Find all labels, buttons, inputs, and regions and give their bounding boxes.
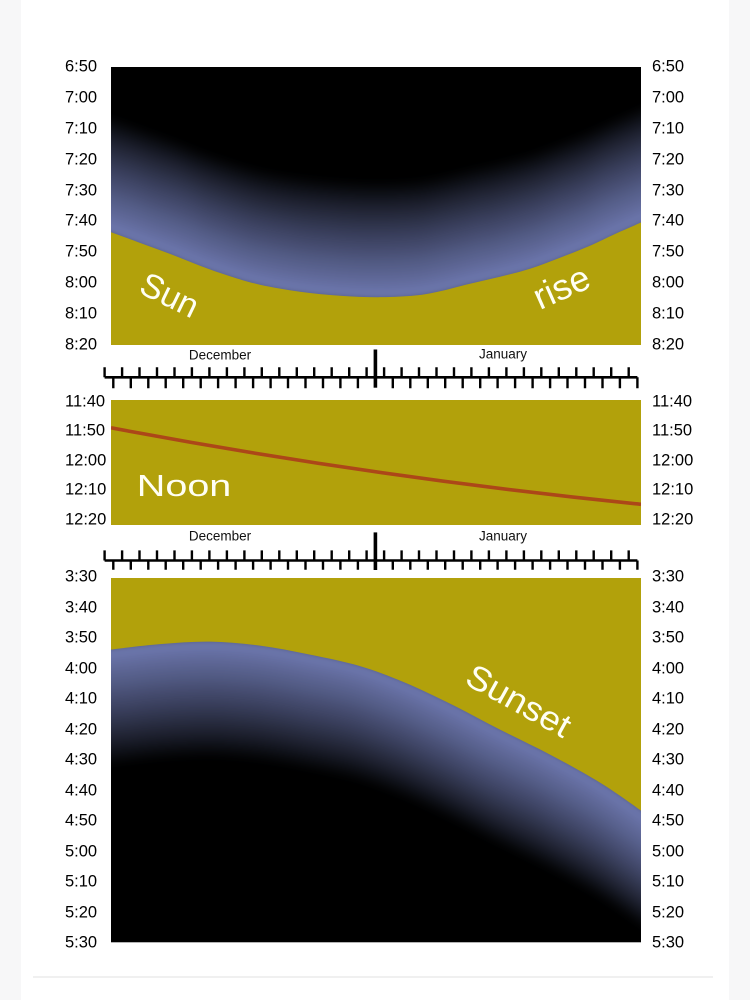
svg-text:Noon: Noon [137, 468, 231, 503]
